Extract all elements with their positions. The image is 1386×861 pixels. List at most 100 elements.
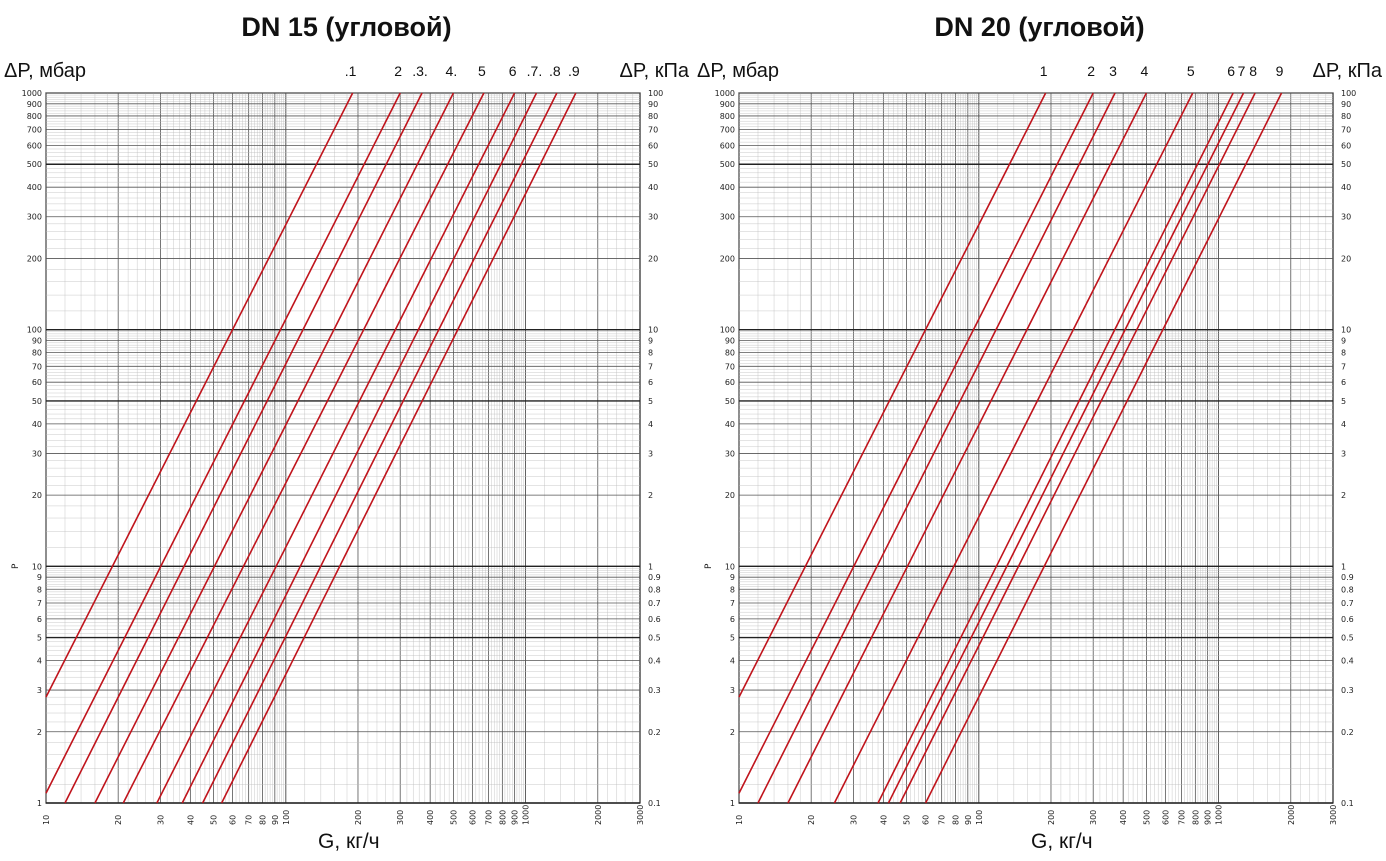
- series-line-9: [924, 92, 1283, 804]
- y-tick-label-right: 6: [1341, 378, 1346, 387]
- y-tick-label-right: 1: [648, 562, 653, 571]
- y-tick-label-left: 6: [730, 615, 735, 624]
- y-tick-label-left: 700: [27, 126, 42, 135]
- y-axis-label-right: ΔP, кПа: [619, 60, 689, 82]
- x-tick-label: 30: [156, 815, 165, 825]
- curve-label-5: 5: [1187, 63, 1195, 79]
- y-tick-label-right: 70: [1341, 126, 1351, 135]
- curve-label-3: .3.: [412, 63, 428, 79]
- plot-area: 10 20 30 40 50 60 70 80 90 100 200 300 400 500 600 700 8…: [11, 63, 663, 825]
- x-axis-label: G, кг/ч: [1031, 830, 1093, 853]
- y-tick-label-right: 3: [1341, 449, 1346, 458]
- y-tick-label-left: 1000: [22, 89, 42, 98]
- x-tick-label: 600: [468, 810, 477, 825]
- y-tick-label-left: 5: [730, 634, 735, 643]
- y-axis-letter: P: [704, 563, 714, 569]
- y-tick-label-left: 60: [725, 378, 735, 387]
- x-tick-label: 3000: [1329, 805, 1338, 825]
- y-axis-label-left: ΔP, мбар: [697, 60, 780, 82]
- y-tick-label-right: 0.3: [1341, 686, 1354, 695]
- y-tick-label-right: 8: [1341, 349, 1346, 358]
- y-tick-label-right: 0.6: [1341, 615, 1354, 624]
- y-tick-label-right: 8: [648, 349, 653, 358]
- y-tick-label-left: 60: [32, 378, 42, 387]
- y-tick-label-left: 30: [725, 449, 735, 458]
- series-line-5: [122, 92, 485, 804]
- x-tick-label: 90: [964, 815, 973, 825]
- x-tick-label: 50: [210, 815, 219, 825]
- y-tick-label-right: 70: [648, 126, 658, 135]
- curve-label-9: .9: [568, 63, 580, 79]
- curve-label-8: 8: [1249, 63, 1257, 79]
- y-tick-label-left: 30: [32, 449, 42, 458]
- y-tick-label-right: 40: [1341, 183, 1351, 192]
- y-tick-label-right: 100: [648, 89, 663, 98]
- x-tick-label: 100: [975, 810, 984, 825]
- y-tick-label-left: 40: [32, 420, 42, 429]
- y-tick-label-left: 300: [720, 213, 735, 222]
- y-tick-label-left: 5: [37, 634, 42, 643]
- curve-label-2: 2: [394, 63, 402, 79]
- x-tick-label: 10: [735, 815, 744, 825]
- y-tick-label-left: 70: [32, 362, 42, 371]
- y-tick-label-left: 40: [725, 420, 735, 429]
- y-tick-label-right: 20: [1341, 254, 1351, 263]
- y-tick-label-left: 900: [720, 100, 735, 109]
- y-tick-label-right: 2: [1341, 491, 1346, 500]
- x-tick-label: 2000: [594, 805, 603, 825]
- series-line-4: [787, 92, 1148, 804]
- y-tick-label-left: 9: [37, 573, 42, 582]
- x-tick-label: 40: [879, 815, 888, 825]
- y-tick-label-right: 2: [648, 491, 653, 500]
- y-tick-label-left: 900: [27, 100, 42, 109]
- y-tick-label-right: 0.1: [648, 799, 661, 808]
- y-tick-label-left: 80: [725, 349, 735, 358]
- x-tick-label: 400: [1119, 810, 1128, 825]
- series-line-8: [899, 92, 1256, 804]
- y-tick-label-right: 0.8: [648, 585, 661, 594]
- series-line-6: [877, 92, 1234, 804]
- grid: [738, 92, 1333, 804]
- y-tick-label-right: 0.1: [1341, 799, 1354, 808]
- y-tick-label-right: 10: [648, 326, 658, 335]
- y-tick-label-left: 8: [730, 585, 735, 594]
- y-tick-label-right: 90: [648, 100, 658, 109]
- y-tick-label-left: 80: [32, 349, 42, 358]
- curve-label-8: .8: [549, 63, 561, 79]
- chart-dn20: DN 20 (угловой) ΔP, мбар ΔP, кПа G, кг/ч…: [693, 0, 1386, 861]
- y-tick-label-right: 0.4: [648, 657, 661, 666]
- x-tick-label: 70: [938, 815, 947, 825]
- y-tick-label-right: 0.3: [648, 686, 661, 695]
- y-axis-letter: P: [11, 563, 21, 569]
- y-tick-label-right: 80: [648, 112, 658, 121]
- x-tick-label: 60: [229, 815, 238, 825]
- series-line-3: [757, 92, 1116, 804]
- y-tick-label-left: 800: [27, 112, 42, 121]
- y-tick-label-right: 4: [1341, 420, 1346, 429]
- curve-label-1: .1: [345, 63, 357, 79]
- x-tick-label: 90: [271, 815, 280, 825]
- y-tick-label-left: 700: [720, 126, 735, 135]
- y-tick-label-left: 200: [27, 254, 42, 263]
- x-tick-label: 40: [186, 815, 195, 825]
- y-tick-label-left: 600: [27, 142, 42, 151]
- y-tick-label-right: 50: [648, 160, 658, 169]
- y-tick-label-right: 9: [648, 336, 653, 345]
- curve-label-6: 6: [1227, 63, 1235, 79]
- grid: [45, 92, 640, 804]
- chart-dn15: DN 15 (угловой) ΔP, мбар ΔP, кПа G, кг/ч…: [4, 12, 689, 853]
- x-tick-label: 900: [1204, 810, 1213, 825]
- y-tick-label-right: 7: [648, 362, 653, 371]
- y-tick-label-left: 400: [27, 183, 42, 192]
- curve-label-4: 4: [1141, 63, 1149, 79]
- curve-label-5: 5: [478, 63, 486, 79]
- y-tick-label-right: 0.9: [1341, 573, 1354, 582]
- y-tick-label-right: 0.5: [1341, 634, 1354, 643]
- y-tick-label-right: 3: [648, 449, 653, 458]
- curve-label-1: 1: [1040, 63, 1048, 79]
- y-tick-label-right: 30: [1341, 213, 1351, 222]
- y-tick-label-right: 0.8: [1341, 585, 1354, 594]
- curve-label-9: 9: [1276, 63, 1284, 79]
- y-tick-label-right: 30: [648, 213, 658, 222]
- y-tick-label-right: 0.7: [1341, 599, 1354, 608]
